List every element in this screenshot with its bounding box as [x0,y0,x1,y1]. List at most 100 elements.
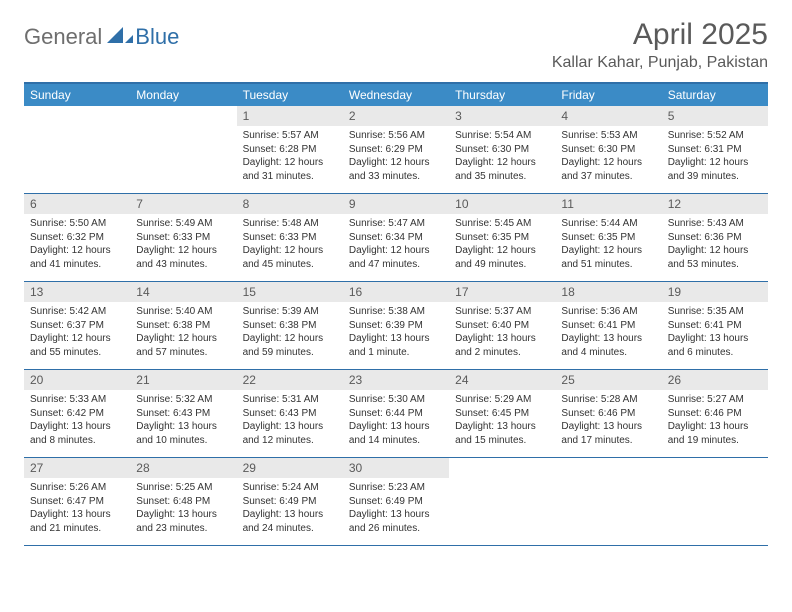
sunrise-text: Sunrise: 5:23 AM [349,481,443,495]
logo-word-1: General [24,24,102,50]
day-cell: 21Sunrise: 5:32 AMSunset: 6:43 PMDayligh… [130,370,236,458]
day-number: 29 [237,458,343,478]
sunrise-text: Sunrise: 5:33 AM [30,393,124,407]
daylight-line2: and 23 minutes. [136,522,230,536]
daylight-line1: Daylight: 13 hours [243,508,337,522]
daylight-line1: Daylight: 13 hours [349,508,443,522]
day-cell: 24Sunrise: 5:29 AMSunset: 6:45 PMDayligh… [449,370,555,458]
day-number: 6 [24,194,130,214]
day-cell: 6Sunrise: 5:50 AMSunset: 6:32 PMDaylight… [24,194,130,282]
day-content: Sunrise: 5:49 AMSunset: 6:33 PMDaylight:… [130,214,236,277]
sunset-text: Sunset: 6:35 PM [561,231,655,245]
day-content: Sunrise: 5:45 AMSunset: 6:35 PMDaylight:… [449,214,555,277]
daylight-line2: and 45 minutes. [243,258,337,272]
sunrise-text: Sunrise: 5:25 AM [136,481,230,495]
day-number: 8 [237,194,343,214]
sunrise-text: Sunrise: 5:49 AM [136,217,230,231]
daylight-line1: Daylight: 13 hours [668,332,762,346]
daylight-line2: and 26 minutes. [349,522,443,536]
day-cell: 27Sunrise: 5:26 AMSunset: 6:47 PMDayligh… [24,458,130,546]
sunrise-text: Sunrise: 5:43 AM [668,217,762,231]
day-content: Sunrise: 5:57 AMSunset: 6:28 PMDaylight:… [237,126,343,189]
sunset-text: Sunset: 6:44 PM [349,407,443,421]
sunrise-text: Sunrise: 5:57 AM [243,129,337,143]
day-content: Sunrise: 5:23 AMSunset: 6:49 PMDaylight:… [343,478,449,541]
sunrise-text: Sunrise: 5:32 AM [136,393,230,407]
day-content: Sunrise: 5:32 AMSunset: 6:43 PMDaylight:… [130,390,236,453]
day-number: 12 [662,194,768,214]
day-cell: 7Sunrise: 5:49 AMSunset: 6:33 PMDaylight… [130,194,236,282]
daylight-line2: and 10 minutes. [136,434,230,448]
day-cell: 14Sunrise: 5:40 AMSunset: 6:38 PMDayligh… [130,282,236,370]
sunset-text: Sunset: 6:41 PM [668,319,762,333]
daylight-line1: Daylight: 13 hours [561,332,655,346]
empty-cell [662,458,768,546]
daylight-line2: and 49 minutes. [455,258,549,272]
day-number: 13 [24,282,130,302]
daylight-line2: and 2 minutes. [455,346,549,360]
sunrise-text: Sunrise: 5:44 AM [561,217,655,231]
daylight-line1: Daylight: 13 hours [455,420,549,434]
sunset-text: Sunset: 6:42 PM [30,407,124,421]
sunrise-text: Sunrise: 5:53 AM [561,129,655,143]
daylight-line2: and 15 minutes. [455,434,549,448]
daylight-line1: Daylight: 12 hours [349,156,443,170]
calendar-body: 1Sunrise: 5:57 AMSunset: 6:28 PMDaylight… [24,106,768,546]
sunset-text: Sunset: 6:40 PM [455,319,549,333]
day-content: Sunrise: 5:43 AMSunset: 6:36 PMDaylight:… [662,214,768,277]
calendar: SundayMondayTuesdayWednesdayThursdayFrid… [24,82,768,546]
sunrise-text: Sunrise: 5:40 AM [136,305,230,319]
day-content: Sunrise: 5:38 AMSunset: 6:39 PMDaylight:… [343,302,449,365]
weekday-header: Monday [130,84,236,106]
day-cell: 11Sunrise: 5:44 AMSunset: 6:35 PMDayligh… [555,194,661,282]
day-content: Sunrise: 5:42 AMSunset: 6:37 PMDaylight:… [24,302,130,365]
day-number: 15 [237,282,343,302]
day-number: 1 [237,106,343,126]
sunrise-text: Sunrise: 5:39 AM [243,305,337,319]
day-number: 25 [555,370,661,390]
sunrise-text: Sunrise: 5:24 AM [243,481,337,495]
daylight-line2: and 41 minutes. [30,258,124,272]
day-cell: 1Sunrise: 5:57 AMSunset: 6:28 PMDaylight… [237,106,343,194]
sunset-text: Sunset: 6:41 PM [561,319,655,333]
sunrise-text: Sunrise: 5:52 AM [668,129,762,143]
daylight-line2: and 59 minutes. [243,346,337,360]
day-content: Sunrise: 5:28 AMSunset: 6:46 PMDaylight:… [555,390,661,453]
header: General Blue April 2025 Kallar Kahar, Pu… [24,18,768,72]
day-number: 7 [130,194,236,214]
day-content: Sunrise: 5:44 AMSunset: 6:35 PMDaylight:… [555,214,661,277]
day-cell: 22Sunrise: 5:31 AMSunset: 6:43 PMDayligh… [237,370,343,458]
sunrise-text: Sunrise: 5:31 AM [243,393,337,407]
empty-cell [130,106,236,194]
day-number: 19 [662,282,768,302]
weekday-header: Tuesday [237,84,343,106]
empty-cell [555,458,661,546]
day-number: 5 [662,106,768,126]
sunrise-text: Sunrise: 5:29 AM [455,393,549,407]
daylight-line1: Daylight: 12 hours [561,244,655,258]
day-content: Sunrise: 5:33 AMSunset: 6:42 PMDaylight:… [24,390,130,453]
day-content: Sunrise: 5:48 AMSunset: 6:33 PMDaylight:… [237,214,343,277]
daylight-line1: Daylight: 12 hours [561,156,655,170]
weekday-header: Wednesday [343,84,449,106]
day-number: 11 [555,194,661,214]
day-number: 27 [24,458,130,478]
daylight-line1: Daylight: 13 hours [30,420,124,434]
sunset-text: Sunset: 6:49 PM [349,495,443,509]
day-number: 3 [449,106,555,126]
daylight-line2: and 51 minutes. [561,258,655,272]
location: Kallar Kahar, Punjab, Pakistan [552,54,768,72]
sunrise-text: Sunrise: 5:27 AM [668,393,762,407]
title-block: April 2025 Kallar Kahar, Punjab, Pakista… [552,18,768,72]
day-cell: 26Sunrise: 5:27 AMSunset: 6:46 PMDayligh… [662,370,768,458]
daylight-line1: Daylight: 12 hours [455,156,549,170]
day-cell: 10Sunrise: 5:45 AMSunset: 6:35 PMDayligh… [449,194,555,282]
day-content: Sunrise: 5:37 AMSunset: 6:40 PMDaylight:… [449,302,555,365]
daylight-line2: and 4 minutes. [561,346,655,360]
daylight-line2: and 39 minutes. [668,170,762,184]
day-cell: 17Sunrise: 5:37 AMSunset: 6:40 PMDayligh… [449,282,555,370]
day-content: Sunrise: 5:54 AMSunset: 6:30 PMDaylight:… [449,126,555,189]
day-content: Sunrise: 5:26 AMSunset: 6:47 PMDaylight:… [24,478,130,541]
empty-cell [449,458,555,546]
daylight-line1: Daylight: 13 hours [561,420,655,434]
